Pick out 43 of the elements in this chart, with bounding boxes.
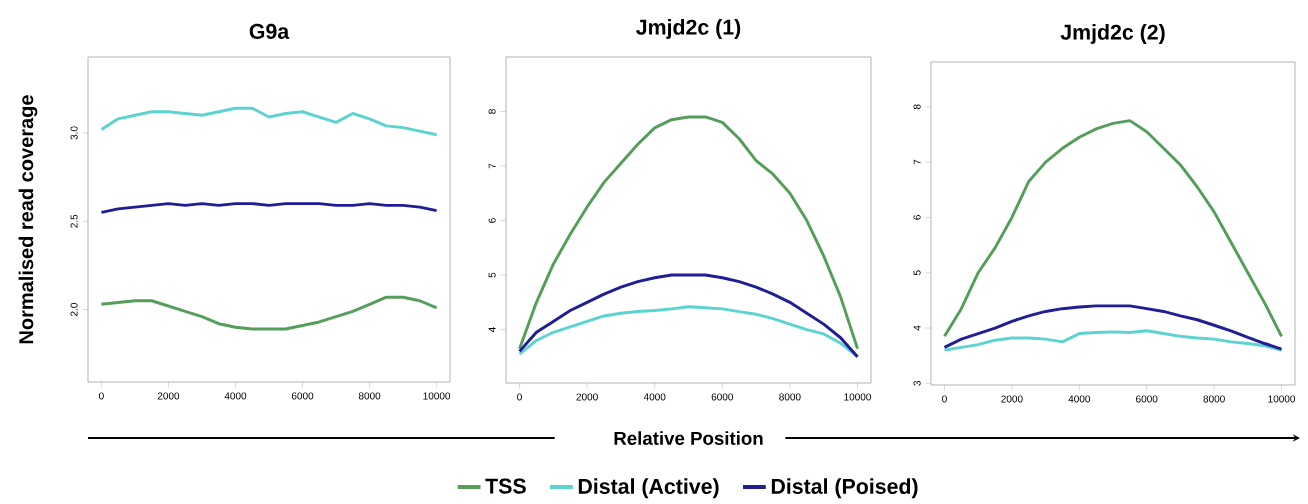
y-tick-label: 3.0 [70,126,78,140]
legend-label: Distal (Poised) [771,478,918,499]
x-tick-label: 10000 [844,393,871,401]
x-tick-label: 0 [99,392,104,400]
line-series [943,329,1283,352]
x-tick-label: 2000 [576,393,598,401]
x-tick-label: 6000 [291,392,314,400]
y-axis-title: Normalised read coverage [18,95,38,344]
y-tick-label: 5 [913,270,921,276]
chart-title: Jmjd2c (1) [636,19,741,39]
x-tick-label: 2000 [1001,395,1023,403]
y-tick-label: 2.5 [70,214,78,228]
x-tick-label: 4000 [224,392,247,400]
x-tick-label: 10000 [1268,395,1296,403]
x-tick-label: 0 [517,393,522,401]
x-tick-label: 8000 [779,393,801,401]
x-tick-label: 6000 [1136,395,1158,403]
y-tick-label: 7 [913,159,921,165]
x-tick-label: 10000 [423,392,451,400]
chart-title: Jmjd2c (2) [1060,24,1165,44]
x-tick-label: 2000 [157,392,180,400]
y-tick-label: 8 [488,109,496,114]
x-tick-label: 8000 [1203,395,1225,403]
chart-title: G9a [249,23,290,39]
line-series [943,119,1283,338]
y-tick-label: 6 [913,215,921,220]
y-tick-label: 4 [488,327,496,333]
legend-label: TSS [485,478,526,494]
y-tick-label: 8 [913,104,921,110]
x-axis-title: Relative Position [614,431,763,445]
y-tick-label: 5 [488,272,496,278]
y-tick-label: 2.0 [70,303,78,317]
y-tick-label: 3 [913,381,921,386]
x-tick-label: 0 [942,395,947,403]
x-tick-label: 4000 [1068,395,1091,403]
legend-label: Distal (Active) [578,478,719,499]
x-tick-label: 8000 [358,392,381,400]
y-tick-label: 7 [488,163,496,169]
x-tick-label: 6000 [711,393,734,401]
y-tick-label: 4 [913,325,921,331]
x-tick-label: 4000 [643,393,666,401]
line-series [518,115,859,351]
y-tick-label: 6 [488,218,496,223]
